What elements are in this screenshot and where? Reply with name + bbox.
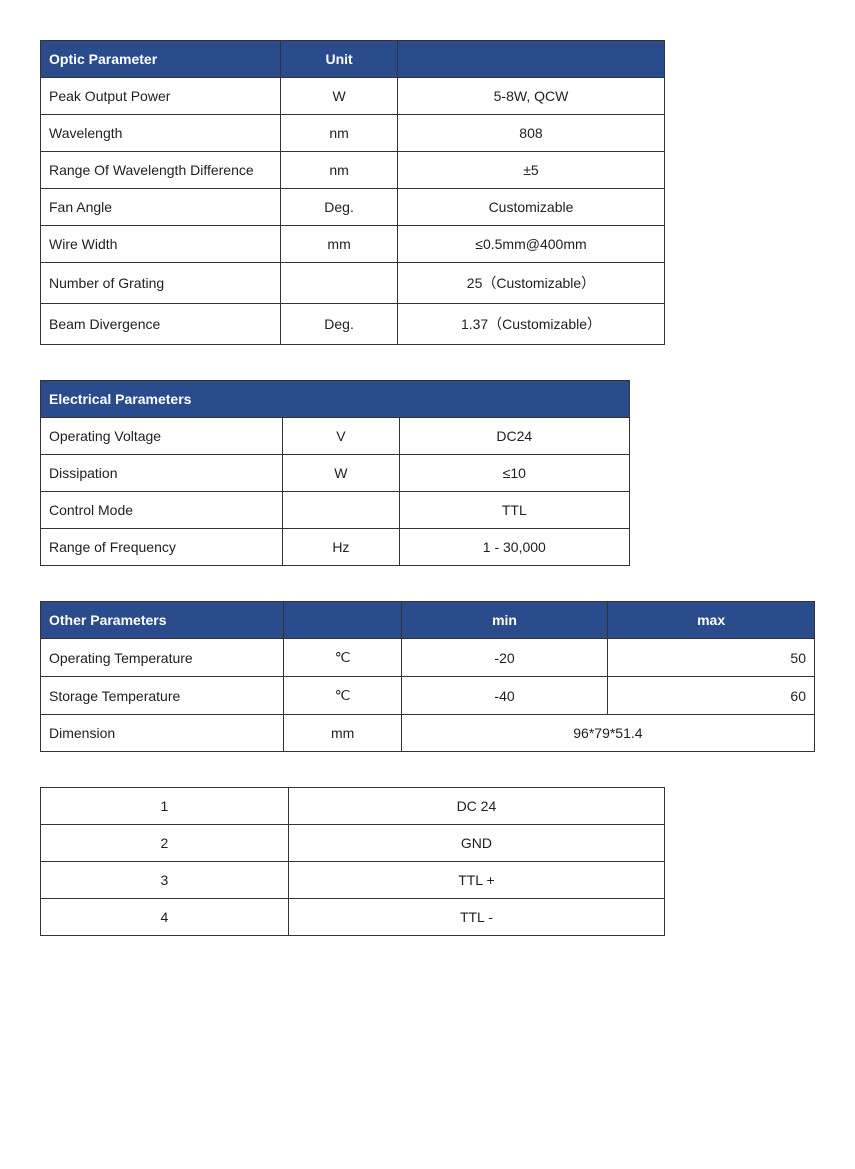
- cell-param: Range Of Wavelength Difference: [41, 152, 281, 189]
- cell-param: Number of Grating: [41, 263, 281, 304]
- cell-unit: mm: [284, 715, 401, 752]
- cell-value: 1.37（Customizable）: [397, 304, 664, 345]
- cell-param: Control Mode: [41, 492, 283, 529]
- table-row: 2 GND: [41, 825, 665, 862]
- cell-value: ±5: [397, 152, 664, 189]
- table-row: Beam Divergence Deg. 1.37（Customizable）: [41, 304, 665, 345]
- table-row: Range Of Wavelength Difference nm ±5: [41, 152, 665, 189]
- cell-unit: ℃: [284, 639, 401, 677]
- table-row: 3 TTL +: [41, 862, 665, 899]
- table-row: Number of Grating 25（Customizable）: [41, 263, 665, 304]
- pin-table: 1 DC 24 2 GND 3 TTL + 4 TTL -: [40, 787, 665, 936]
- cell-unit: [283, 492, 400, 529]
- electrical-table: Electrical Parameters Operating Voltage …: [40, 380, 630, 566]
- cell-param: Wavelength: [41, 115, 281, 152]
- table-row: 4 TTL -: [41, 899, 665, 936]
- cell-param: Wire Width: [41, 226, 281, 263]
- cell-value: Customizable: [397, 189, 664, 226]
- cell-value: DC24: [399, 418, 629, 455]
- cell-param: Storage Temperature: [41, 677, 284, 715]
- table-row: Storage Temperature ℃ -40 60: [41, 677, 815, 715]
- table-row: Fan Angle Deg. Customizable: [41, 189, 665, 226]
- other-header-max: max: [608, 602, 815, 639]
- cell-desc: TTL -: [288, 899, 664, 936]
- cell-value: ≤0.5mm@400mm: [397, 226, 664, 263]
- cell-dimension: 96*79*51.4: [401, 715, 814, 752]
- table-row: Dimension mm 96*79*51.4: [41, 715, 815, 752]
- cell-desc: DC 24: [288, 788, 664, 825]
- cell-param: Peak Output Power: [41, 78, 281, 115]
- table-row: Wire Width mm ≤0.5mm@400mm: [41, 226, 665, 263]
- electrical-header: Electrical Parameters: [41, 381, 630, 418]
- cell-unit: Deg.: [281, 189, 398, 226]
- table-row: Range of Frequency Hz 1 - 30,000: [41, 529, 630, 566]
- table-row: Control Mode TTL: [41, 492, 630, 529]
- table-row: Operating Voltage V DC24: [41, 418, 630, 455]
- cell-unit: nm: [281, 152, 398, 189]
- optic-header-val: [397, 41, 664, 78]
- table-row: 1 DC 24: [41, 788, 665, 825]
- cell-unit: ℃: [284, 677, 401, 715]
- optic-header-param: Optic Parameter: [41, 41, 281, 78]
- cell-param: Range of Frequency: [41, 529, 283, 566]
- cell-unit: W: [281, 78, 398, 115]
- cell-param: Operating Voltage: [41, 418, 283, 455]
- cell-unit: nm: [281, 115, 398, 152]
- cell-unit: Hz: [283, 529, 400, 566]
- cell-min: -40: [401, 677, 607, 715]
- cell-value: 808: [397, 115, 664, 152]
- cell-max: 60: [608, 677, 815, 715]
- cell-value: 1 - 30,000: [399, 529, 629, 566]
- table-row: Operating Temperature ℃ -20 50: [41, 639, 815, 677]
- cell-pin: 1: [41, 788, 289, 825]
- cell-value: TTL: [399, 492, 629, 529]
- cell-pin: 2: [41, 825, 289, 862]
- cell-unit: V: [283, 418, 400, 455]
- table-row: Peak Output Power W 5-8W, QCW: [41, 78, 665, 115]
- table-row: Dissipation W ≤10: [41, 455, 630, 492]
- cell-unit: W: [283, 455, 400, 492]
- cell-param: Dissipation: [41, 455, 283, 492]
- cell-desc: TTL +: [288, 862, 664, 899]
- optic-header-unit: Unit: [281, 41, 398, 78]
- other-header-min: min: [401, 602, 607, 639]
- other-table: Other Parameters min max Operating Tempe…: [40, 601, 815, 752]
- cell-param: Operating Temperature: [41, 639, 284, 677]
- cell-value: 25（Customizable）: [397, 263, 664, 304]
- cell-param: Dimension: [41, 715, 284, 752]
- optic-table: Optic Parameter Unit Peak Output Power W…: [40, 40, 665, 345]
- cell-max: 50: [608, 639, 815, 677]
- cell-min: -20: [401, 639, 607, 677]
- other-header-param: Other Parameters: [41, 602, 284, 639]
- cell-param: Fan Angle: [41, 189, 281, 226]
- cell-unit: Deg.: [281, 304, 398, 345]
- cell-pin: 4: [41, 899, 289, 936]
- cell-desc: GND: [288, 825, 664, 862]
- cell-pin: 3: [41, 862, 289, 899]
- cell-unit: [281, 263, 398, 304]
- cell-unit: mm: [281, 226, 398, 263]
- other-header-unit: [284, 602, 401, 639]
- table-row: Wavelength nm 808: [41, 115, 665, 152]
- cell-value: ≤10: [399, 455, 629, 492]
- cell-param: Beam Divergence: [41, 304, 281, 345]
- cell-value: 5-8W, QCW: [397, 78, 664, 115]
